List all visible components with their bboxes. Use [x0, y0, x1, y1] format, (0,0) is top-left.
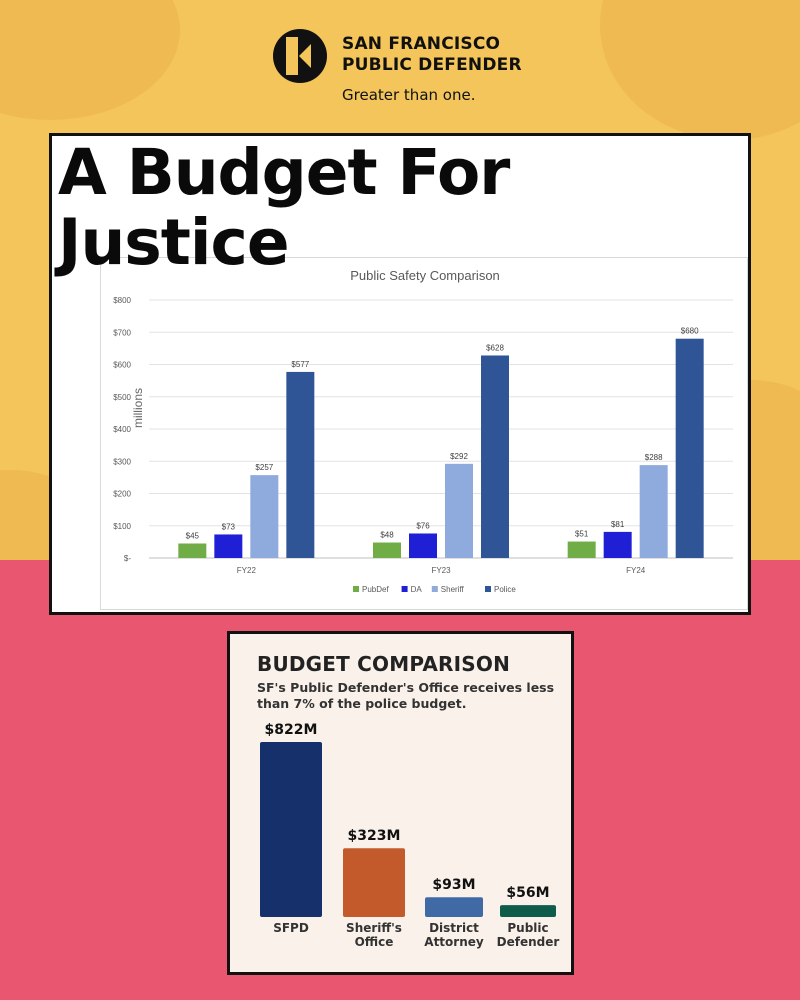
budget-bar-0 — [260, 742, 322, 917]
logo-mark-icon — [273, 29, 327, 83]
background-shape — [600, 0, 800, 140]
budget-category-label: Defender — [497, 935, 560, 949]
budget-category-label: Public — [507, 921, 548, 935]
legend-label: PubDef — [362, 585, 389, 594]
data-label: $628 — [486, 343, 504, 352]
data-label: $577 — [291, 360, 309, 369]
logo: SAN FRANCISCO PUBLIC DEFENDER Greater th… — [272, 28, 542, 108]
y-axis-label: millions — [131, 388, 145, 428]
data-label: $48 — [380, 531, 394, 540]
y-tick-label: $800 — [113, 296, 131, 305]
y-tick-label: $400 — [113, 425, 131, 434]
bar-sheriff-fy23 — [445, 463, 473, 558]
bar-da-fy24 — [603, 531, 632, 558]
budget-value-label: $93M — [432, 877, 475, 893]
bar-police-fy22 — [286, 371, 315, 558]
legend-swatch-police — [485, 586, 491, 592]
y-tick-label: $100 — [113, 522, 131, 531]
y-tick-label: $500 — [113, 393, 131, 402]
budget-category-label: Attorney — [424, 935, 484, 949]
data-label: $680 — [681, 327, 699, 336]
bar-sheriff-fy24 — [639, 465, 668, 558]
budget-comparison-title: BUDGET COMPARISON — [257, 652, 511, 676]
budget-comparison-panel: BUDGET COMPARISON SF's Public Defender's… — [227, 631, 574, 975]
data-label: $292 — [450, 452, 468, 461]
x-tick-label: FY23 — [431, 566, 451, 575]
bar-pubdef-fy24 — [567, 541, 596, 558]
data-label: $73 — [222, 522, 236, 531]
y-tick-label: $700 — [113, 328, 131, 337]
budget-bar-3 — [500, 905, 556, 917]
logo-line-2: PUBLIC DEFENDER — [342, 55, 522, 75]
x-tick-label: FY22 — [237, 566, 257, 575]
bar-da-fy22 — [214, 534, 243, 558]
budget-category-label: District — [429, 921, 479, 935]
data-label: $45 — [186, 531, 200, 540]
budget-category-label: Sheriff's — [346, 921, 402, 935]
budget-comparison-subtitle: SF's Public Defender's Office receives l… — [257, 680, 555, 711]
budget-value-label: $822M — [265, 722, 318, 738]
y-tick-label: $- — [124, 554, 131, 563]
legend-label: Sheriff — [441, 585, 465, 594]
budget-panel: A Budget For Justice Public Safety Compa… — [49, 133, 751, 615]
logo-line-1: SAN FRANCISCO — [342, 34, 501, 54]
legend-label: DA — [411, 585, 423, 594]
bar-pubdef-fy22 — [178, 543, 207, 558]
headline-line-1: A Budget For — [58, 136, 510, 209]
bar-sheriff-fy22 — [250, 475, 279, 558]
bar-da-fy23 — [409, 533, 437, 558]
x-tick-label: FY24 — [626, 566, 646, 575]
y-tick-label: $300 — [113, 457, 131, 466]
budget-bar-2 — [425, 897, 483, 917]
budget-value-label: $56M — [506, 885, 549, 901]
legend-label: Police — [494, 585, 516, 594]
y-tick-label: $200 — [113, 490, 131, 499]
budget-value-label: $323M — [348, 828, 401, 844]
data-label: $288 — [645, 453, 663, 462]
chart-title: Public Safety Comparison — [350, 268, 500, 283]
budget-bar-1 — [343, 848, 405, 917]
tagline: Greater than one. — [342, 86, 476, 104]
budget-category-label: Office — [355, 935, 394, 949]
bar-pubdef-fy23 — [373, 542, 401, 558]
page-headline: A Budget For Justice — [58, 136, 510, 279]
data-label: $81 — [611, 520, 625, 529]
legend-swatch-sheriff — [431, 586, 438, 592]
bar-police-fy23 — [481, 355, 509, 558]
headline-line-2: Justice — [58, 206, 290, 279]
bar-police-fy24 — [675, 338, 704, 558]
legend-swatch-da — [401, 586, 408, 592]
y-tick-label: $600 — [113, 361, 131, 370]
data-label: $76 — [416, 521, 430, 530]
data-label: $257 — [255, 463, 273, 472]
public-safety-chart: Public Safety Comparison $- $100 $200 $300 $4… — [100, 257, 748, 610]
budget-category-label: SFPD — [273, 921, 309, 935]
background-shape — [0, 0, 180, 120]
legend-swatch-pubdef — [353, 586, 359, 592]
data-label: $51 — [575, 530, 589, 539]
